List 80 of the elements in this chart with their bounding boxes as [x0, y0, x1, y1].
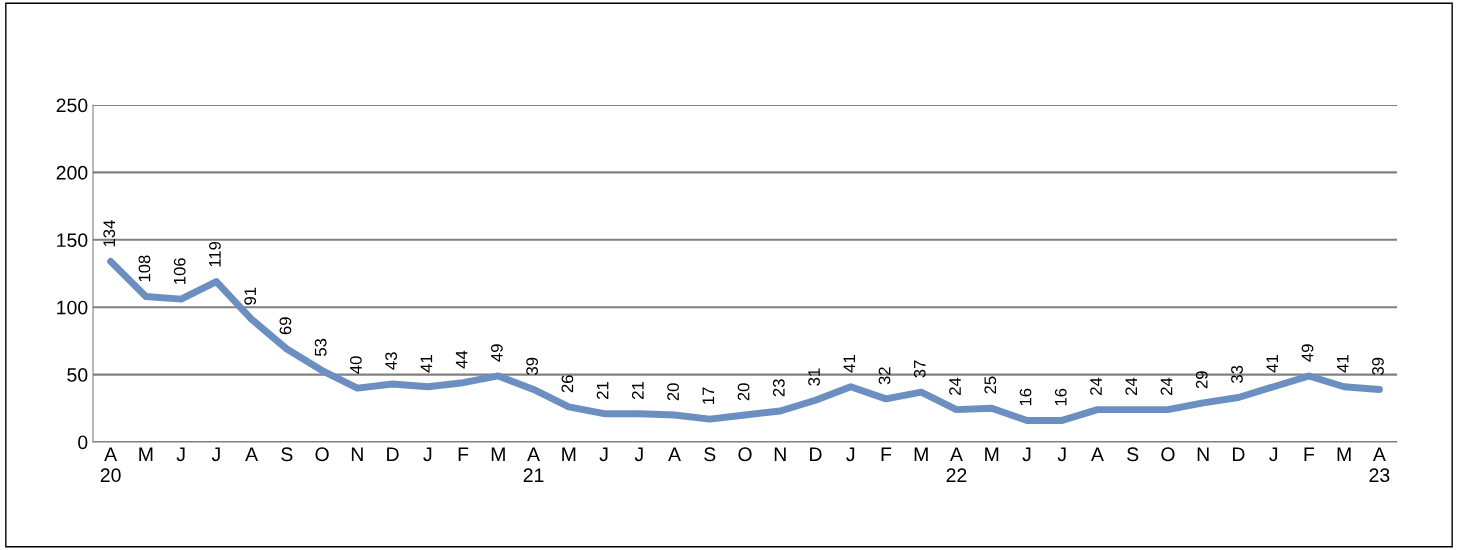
y-tick-label: 200: [56, 165, 88, 180]
y-tick-label: 100: [57, 300, 88, 315]
x-tick-label: N: [774, 447, 786, 461]
y-tick-label: 150: [57, 233, 88, 248]
x-tick-label: F: [458, 447, 469, 461]
data-label: 44: [455, 350, 468, 369]
data-label: 21: [596, 382, 609, 399]
x-tick-label: O: [315, 447, 329, 462]
x-tick-label: A 22: [946, 447, 967, 482]
data-label: 49: [1301, 344, 1314, 362]
x-tick-label: S: [704, 447, 716, 462]
y-tick-label: 0: [78, 435, 88, 450]
y-tick-label: 50: [67, 368, 88, 382]
data-label: 32: [878, 367, 891, 385]
x-tick-label: A 20: [100, 447, 121, 483]
y-tick-label: 250: [56, 98, 88, 113]
x-tick-label: A: [668, 447, 681, 461]
x-tick-label: J: [211, 447, 220, 462]
x-tick-label: S: [281, 447, 293, 462]
data-label: 17: [702, 387, 715, 404]
data-label: 33: [1231, 365, 1243, 383]
x-tick-label: S: [1127, 447, 1139, 462]
x-tick-label: J: [1057, 447, 1066, 462]
data-label: 91: [244, 287, 257, 305]
data-label: 39: [1372, 357, 1384, 375]
data-label: 53: [314, 338, 327, 356]
data-label: 41: [1336, 355, 1349, 373]
data-label: 37: [913, 360, 926, 378]
data-label: 31: [808, 368, 820, 386]
x-tick-label: M: [914, 447, 928, 461]
data-label: 106: [173, 258, 186, 284]
data-label: 16: [1019, 388, 1032, 406]
x-tick-label: J: [634, 447, 643, 462]
data-label: 41: [1266, 355, 1278, 373]
x-tick-label: J: [423, 447, 432, 462]
x-tick-label: M: [491, 447, 505, 461]
x-tick-label: J: [1269, 447, 1278, 462]
x-tick-label: A 23: [1369, 447, 1390, 483]
data-label: 43: [385, 352, 398, 370]
data-label: 29: [1195, 371, 1208, 389]
data-label: 119: [209, 241, 221, 267]
x-tick-label: F: [1304, 447, 1315, 461]
x-tick-label: D: [1232, 447, 1245, 461]
x-tick-label: D: [810, 447, 822, 461]
x-tick-label: F: [881, 447, 892, 461]
data-label: 20: [667, 383, 679, 401]
x-tick-label: M: [562, 447, 576, 461]
x-tick-label: M: [139, 447, 153, 461]
data-label: 41: [420, 355, 433, 373]
data-label: 23: [772, 379, 785, 397]
data-label: 16: [1054, 388, 1067, 406]
data-label: 108: [138, 255, 151, 282]
x-tick-label: O: [738, 447, 752, 462]
data-label: 20: [737, 383, 750, 401]
data-label: 24: [1160, 377, 1173, 395]
data-label: 49: [490, 344, 503, 362]
x-tick-label: J: [1022, 447, 1031, 462]
data-label: 40: [350, 356, 362, 374]
x-tick-label: A 21: [523, 447, 544, 482]
x-tick-label: J: [176, 447, 185, 462]
x-tick-label: M: [1337, 447, 1351, 461]
x-tick-label: N: [1197, 447, 1209, 461]
data-label: 26: [561, 375, 574, 393]
data-label: 69: [279, 317, 292, 335]
x-tick-label: O: [1161, 447, 1175, 462]
data-label: 24: [949, 377, 961, 395]
x-tick-label: A: [245, 447, 259, 461]
data-label: 41: [843, 355, 856, 373]
x-tick-label: A: [1090, 447, 1104, 461]
x-tick-label: N: [351, 447, 363, 461]
data-label: 24: [1090, 377, 1102, 395]
data-label: 24: [1125, 377, 1137, 395]
x-tick-label: M: [985, 447, 999, 461]
data-label: 134: [103, 220, 116, 247]
data-label: 39: [526, 357, 539, 375]
x-tick-label: D: [387, 447, 399, 461]
x-tick-label: J: [599, 447, 608, 462]
data-label: 21: [631, 382, 644, 399]
data-label: 25: [984, 376, 997, 394]
x-tick-label: J: [846, 447, 855, 462]
